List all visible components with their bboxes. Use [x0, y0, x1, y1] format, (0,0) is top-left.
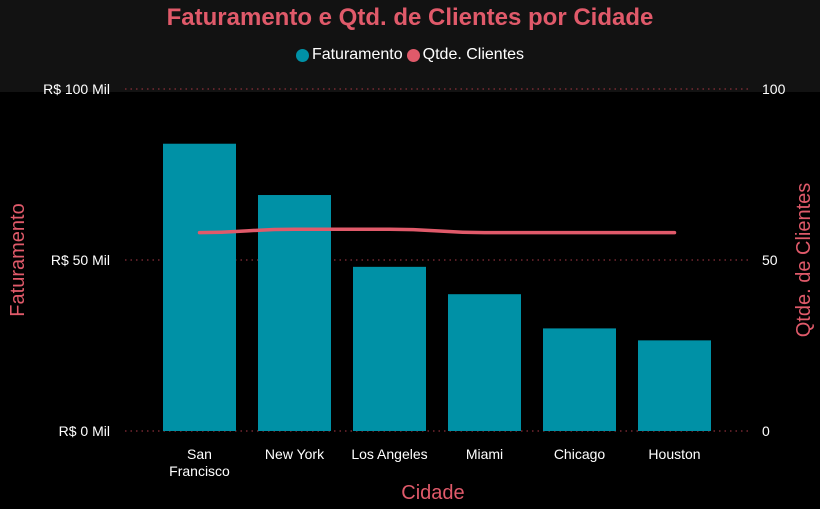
- y-right-axis-title: Qtde. de Clientes: [793, 183, 815, 338]
- legend-item-clientes[interactable]: Qtde. Clientes: [406, 46, 525, 64]
- x-tick-label-line: Houston: [648, 446, 700, 462]
- legend: Faturamento Qtde. Clientes: [0, 46, 820, 64]
- legend-label-clientes: Qtde. Clientes: [422, 46, 525, 63]
- x-tick-label-line: New York: [265, 446, 325, 462]
- y-left-tick-label: R$ 0 Mil: [59, 423, 110, 439]
- bar: [638, 340, 711, 431]
- legend-marker-faturamento: [295, 48, 309, 62]
- bar: [353, 266, 426, 431]
- y-right-tick-label: 100: [762, 81, 786, 97]
- legend-item-faturamento[interactable]: Faturamento: [295, 46, 403, 64]
- y-right-tick-label: 50: [762, 252, 778, 268]
- x-tick-label: Miami: [466, 446, 503, 462]
- x-axis-title: Cidade: [401, 482, 464, 504]
- x-tick-label-line: Los Angeles: [351, 446, 427, 462]
- header-band: [0, 0, 820, 92]
- bar: [163, 143, 236, 431]
- x-tick-label: San Francisco: [169, 446, 230, 479]
- x-tick-label-line: San: [187, 446, 212, 462]
- y-left-axis-title: Faturamento: [7, 203, 29, 316]
- series-line-qtde-clientes: [197, 227, 677, 235]
- x-tick-label: Chicago: [554, 446, 606, 462]
- bar: [448, 294, 521, 431]
- legend-marker-clientes: [406, 48, 420, 62]
- chart-title: Faturamento e Qtd. de Clientes por Cidad…: [166, 4, 654, 31]
- y-left-tick-label: R$ 50 Mil: [51, 252, 110, 268]
- y-left-tick-label: R$ 100 Mil: [43, 81, 110, 97]
- x-tick-label: New York: [265, 446, 325, 462]
- bar: [543, 328, 616, 431]
- x-tick-label-line: Miami: [466, 446, 503, 462]
- x-tick-label: Los Angeles: [351, 446, 427, 462]
- legend-label-faturamento: Faturamento: [311, 46, 403, 63]
- x-tick-label-line: Chicago: [554, 446, 606, 462]
- x-tick-label: Houston: [648, 446, 700, 462]
- x-tick-label-line: Francisco: [169, 463, 230, 479]
- bar: [258, 195, 331, 431]
- y-right-tick-label: 0: [762, 423, 770, 439]
